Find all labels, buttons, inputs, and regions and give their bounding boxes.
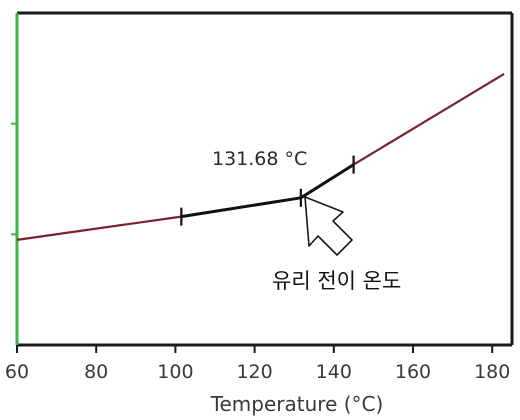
x-tick-label-4: 140: [316, 361, 352, 383]
x-tick-label-5: 160: [395, 361, 431, 383]
pointer-arrow-icon: [304, 196, 353, 256]
tick-layer: 60 80 100 120 140 160 180: [5, 345, 510, 383]
x-tick-label-3: 120: [236, 361, 272, 383]
x-axis-title: Temperature (°C): [210, 392, 384, 416]
x-tick-label-6: 180: [474, 361, 510, 383]
tg-value-label: 131.68 °C: [212, 148, 307, 170]
x-tick-label-0: 60: [5, 361, 29, 383]
plot-frame: [11, 11, 514, 347]
x-tick-label-2: 100: [157, 361, 193, 383]
x-tick-label-1: 80: [84, 361, 108, 383]
marker-layer: [180, 155, 355, 226]
glass-transition-label: 유리 전이 온도: [272, 269, 401, 293]
